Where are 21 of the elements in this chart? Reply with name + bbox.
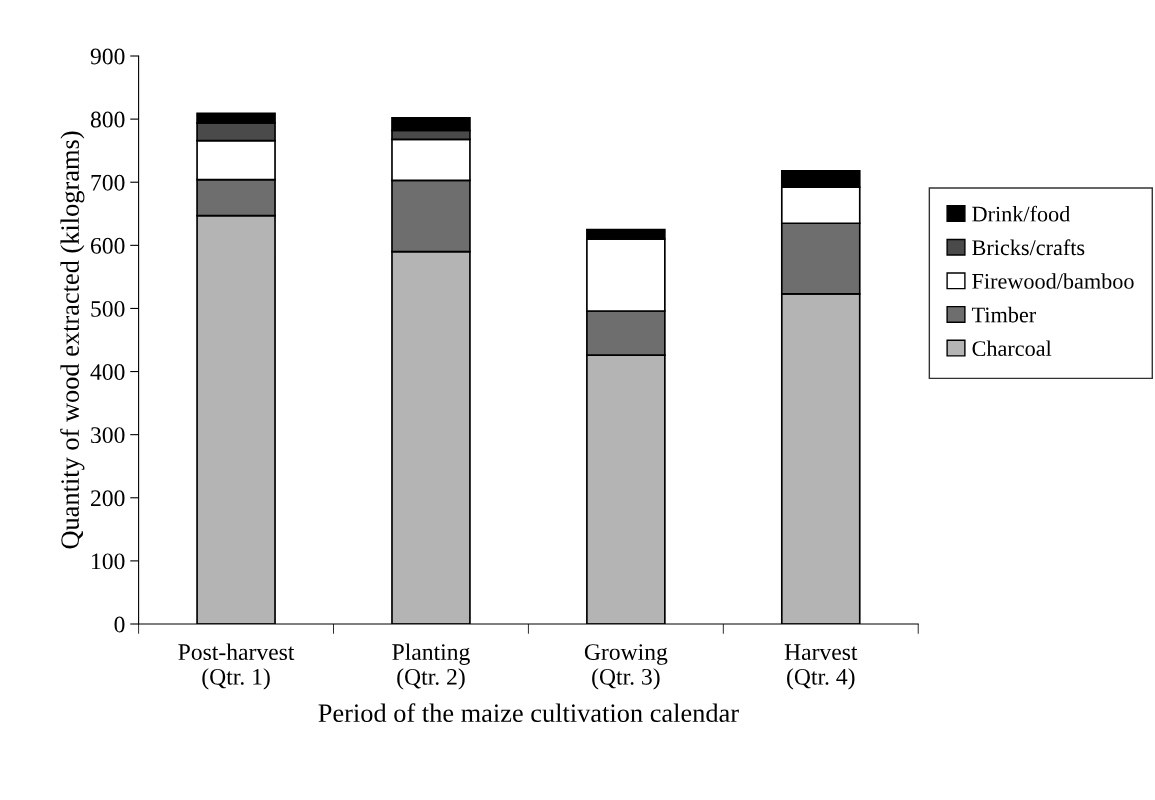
y-tick-label: 900 (90, 48, 125, 65)
y-tick-label: 600 (91, 237, 125, 254)
y-tick-label: 500 (91, 300, 125, 317)
x-tick-label: Harvest (Qtr. 4) (784, 644, 858, 690)
legend-label: Drink/food (972, 205, 1071, 222)
y-tick-label: 400 (90, 364, 125, 380)
y-tick-label: 300 (91, 427, 125, 444)
x-tick-label: Post-harvest (Qtr. 1) (178, 643, 295, 690)
y-tick-label: 200 (91, 490, 125, 507)
x-tick-label: Planting (Qtr. 2) (392, 643, 470, 690)
y-tick-label: 700 (91, 174, 125, 191)
y-axis-title: Quantity of wood extracted (kilograms) (60, 131, 85, 549)
legend-label: Charcoal (972, 340, 1052, 357)
y-tick-label: 800 (90, 111, 125, 128)
x-axis-title: Period of the maize cultivation calendar (318, 703, 739, 723)
legend-label: Firewood/bamboo (972, 273, 1134, 289)
y-tick-label: 100 (92, 553, 125, 570)
y-tick-label: 0 (114, 616, 125, 633)
legend-label: Timber (971, 306, 1036, 323)
x-tick-label: Growing (Qtr. 3) (584, 644, 668, 690)
legend-label: Bricks/crafts (972, 239, 1085, 256)
